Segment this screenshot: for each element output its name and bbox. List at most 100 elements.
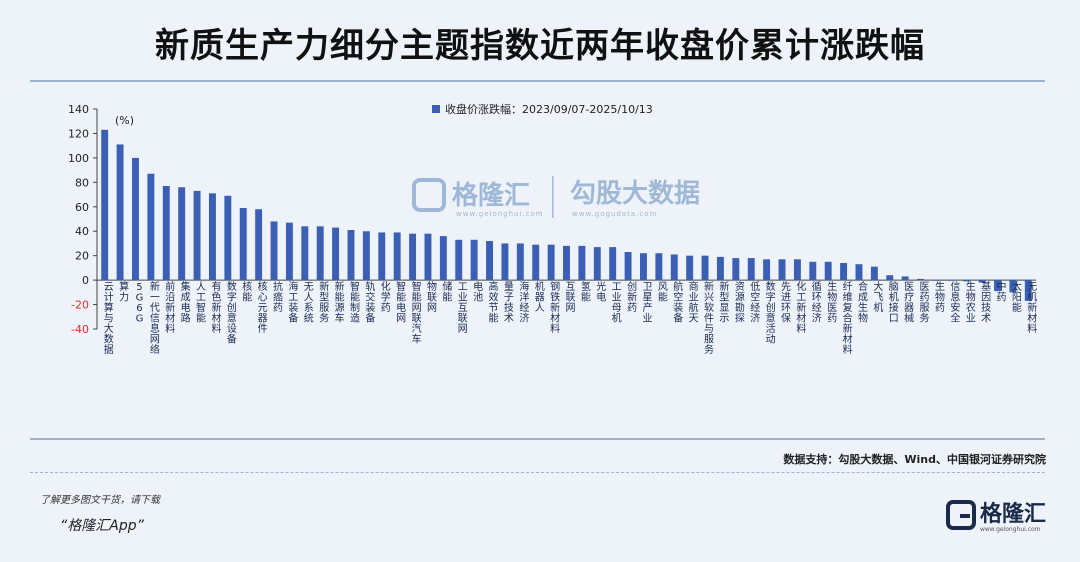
bar: [547, 244, 555, 281]
x-category-label: 氢能: [581, 280, 591, 304]
bar: [1024, 280, 1032, 301]
watermark: 格隆汇 www.gelonghui.com 勾股大数据 www.gogudata…: [412, 176, 700, 218]
bar: [640, 253, 647, 281]
footer-note: 了解更多图文干货，请下载: [40, 495, 160, 506]
x-category-label: 循环经济: [812, 280, 822, 325]
brand-url: www.gelonghui.com: [979, 526, 1041, 533]
bar: [947, 280, 955, 281]
x-category-label: 商业航天: [689, 280, 699, 325]
x-category-label: 生物医药: [827, 280, 837, 325]
unit-label: (%): [115, 114, 134, 127]
bar: [532, 244, 540, 281]
y-tick-label: -20: [71, 299, 89, 312]
bar: [963, 280, 971, 282]
y-tick-label: -40: [71, 323, 89, 336]
bar: [455, 239, 463, 281]
bar: [347, 230, 355, 281]
bar: [486, 241, 493, 281]
bar: [670, 254, 678, 281]
x-category-label: 无人系统: [304, 282, 314, 325]
y-tick-label: 120: [68, 127, 89, 140]
x-category-label: 轨交装备: [365, 280, 375, 325]
bar: [624, 252, 632, 281]
bar: [208, 193, 216, 281]
x-category-label: 高效节能: [489, 280, 499, 325]
x-category-label: 物联网: [427, 280, 437, 314]
y-tick-label: 0: [82, 274, 89, 287]
watermark-left-url: www.gelonghui.com: [456, 210, 544, 218]
x-category-label: 资源勘探: [735, 281, 745, 325]
bar: [932, 280, 940, 281]
bar: [1009, 280, 1017, 293]
watermark-g-logo-icon: [412, 178, 446, 212]
bar-chart: 格隆汇 www.gelonghui.com 勾股大数据 www.gogudata…: [68, 102, 1037, 356]
bar: [316, 226, 324, 281]
bar: [301, 226, 309, 281]
x-category-label: 无机新材料: [1027, 282, 1037, 335]
bar: [378, 232, 386, 281]
bar: [409, 233, 417, 281]
x-category-label: 智能电网: [396, 280, 406, 325]
bar: [424, 233, 432, 281]
footer-app[interactable]: “格隆汇App”: [60, 518, 144, 534]
x-category-label: 新型服务: [319, 280, 329, 325]
x-category-label: 算力: [119, 280, 129, 304]
x-category-label: 海工装备: [288, 280, 298, 325]
x-category-label: 卫星产业: [642, 282, 652, 325]
watermark-right-url: www.gogudata.com: [572, 210, 657, 218]
x-category-label: 信息安全: [950, 281, 960, 325]
x-category-label: 电池: [473, 280, 483, 304]
x-category-label: 太阳能: [1012, 280, 1022, 314]
chart-bottom-divider: [30, 438, 1045, 440]
x-category-label: 合成生物: [858, 280, 868, 325]
x-category-label: 纤维复合新材料: [843, 280, 853, 356]
x-category-label: 量子技术: [504, 281, 514, 325]
bar: [763, 259, 771, 281]
x-category-label: 核能: [242, 280, 252, 304]
x-category-label: 中药: [997, 280, 1007, 304]
g-logo-icon: [945, 499, 976, 530]
x-category-label: 脑机接口: [889, 280, 899, 325]
x-category-label: 前沿新材料: [165, 280, 175, 335]
bar: [701, 255, 709, 281]
x-category-label: 新一代信息网络: [150, 280, 160, 356]
bar: [686, 255, 694, 281]
bar: [270, 221, 278, 281]
bar: [732, 258, 740, 281]
bar: [470, 239, 478, 281]
legend-label: 收盘价涨跌幅：2023/09/07-2025/10/13: [445, 102, 653, 116]
x-category-label: 智能网联汽车: [412, 280, 422, 346]
bar: [886, 275, 894, 281]
bar: [994, 280, 1001, 292]
bar: [917, 278, 925, 281]
legend-swatch: [432, 105, 440, 113]
x-category-label: 机器人: [535, 280, 545, 314]
bar: [578, 245, 586, 281]
brand-name: 格隆汇: [979, 502, 1046, 527]
bar: [655, 253, 663, 281]
chart-title: 新质生产力细分主题指数近两年收盘价累计涨跌幅: [155, 26, 925, 66]
bar: [255, 209, 263, 281]
watermark-right-name: 勾股大数据: [570, 179, 700, 209]
y-tick-label: 100: [68, 152, 89, 165]
footer-divider: [30, 472, 1045, 473]
x-category-label: 大飞机: [873, 280, 883, 314]
x-category-label: 有色新材料: [211, 280, 221, 335]
bar: [563, 245, 570, 281]
y-tick-label: 40: [75, 225, 89, 238]
bar: [393, 232, 401, 281]
bar: [840, 263, 848, 281]
bar: [147, 173, 155, 281]
x-category-label: 光电: [596, 280, 606, 304]
title-divider: [30, 80, 1045, 82]
x-category-label: 人工智能: [196, 281, 206, 325]
bar: [870, 266, 878, 281]
bar: [101, 129, 109, 281]
bar: [162, 186, 170, 281]
bar: [193, 190, 201, 281]
bar: [332, 227, 340, 281]
bar: [178, 187, 186, 281]
bar: [516, 243, 524, 281]
x-category-label: 数字创意活动: [766, 280, 776, 346]
